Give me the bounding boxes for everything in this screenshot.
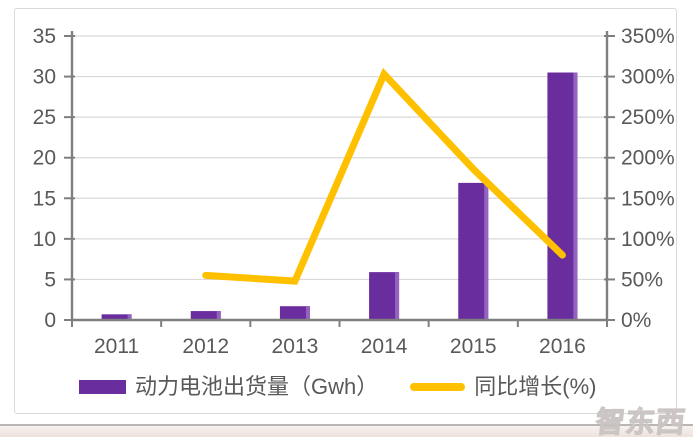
bar-highlight xyxy=(305,306,310,320)
bar-highlight xyxy=(216,311,221,320)
bar-2016 xyxy=(547,72,578,320)
y-axis-right-label: 250% xyxy=(621,106,675,129)
y-axis-right-label: 0% xyxy=(621,309,651,332)
bar-2014 xyxy=(369,272,400,320)
y-axis-right-label: 200% xyxy=(621,147,675,170)
bar-highlight xyxy=(573,72,578,320)
y-axis-right-label: 150% xyxy=(621,187,675,210)
y-axis-right-label: 100% xyxy=(621,228,675,251)
x-axis-label: 2012 xyxy=(182,335,229,358)
y-axis-left-label: 10 xyxy=(33,228,56,251)
chart-plot: 0 0% 5 50% 10 100% 15 150% 20 200% 25 250% 30 300% 35 3… xyxy=(33,25,675,358)
legend-bar-swatch-icon xyxy=(79,380,126,394)
y-axis-right-label: 300% xyxy=(621,66,675,89)
y-axis-left-label: 25 xyxy=(33,106,56,129)
legend: 动力电池出货量（Gwh） 同比增长(%) xyxy=(79,374,596,400)
y-axis-right-label: 350% xyxy=(621,25,675,48)
x-axis-label: 2015 xyxy=(450,335,497,358)
y-axis-left-label: 15 xyxy=(33,187,56,210)
x-axis-label: 2011 xyxy=(94,335,139,358)
y-axis-left-label: 30 xyxy=(33,66,56,89)
bar-2015 xyxy=(458,182,489,320)
x-axis-label: 2016 xyxy=(539,335,586,358)
bar-highlight xyxy=(127,314,132,320)
legend-line-swatch-icon xyxy=(410,383,466,391)
legend-line-label: 同比增长(%) xyxy=(474,374,597,399)
y-axis-left-label: 20 xyxy=(33,147,56,170)
bottom-band xyxy=(0,426,693,437)
x-axis-label: 2014 xyxy=(361,335,408,358)
bar-highlight xyxy=(484,182,489,320)
bar-highlight xyxy=(395,272,400,320)
bar-2012 xyxy=(190,311,221,320)
legend-bar-label: 动力电池出货量（Gwh） xyxy=(135,374,379,399)
bar-2011 xyxy=(101,314,132,320)
divider xyxy=(0,424,693,426)
bar-2013 xyxy=(279,306,310,320)
watermark: 智东西 xyxy=(593,406,688,437)
y-axis-right-label: 50% xyxy=(621,268,663,291)
y-axis-left-label: 35 xyxy=(33,25,56,48)
x-axis-label: 2013 xyxy=(272,335,319,358)
growth-line xyxy=(202,67,566,285)
y-axis-left-label: 0 xyxy=(44,309,56,332)
chart-card: 0 0% 5 50% 10 100% 15 150% 20 200% 25 250% 30 300% 35 3… xyxy=(14,8,677,414)
y-axis-left-label: 5 xyxy=(44,268,56,291)
